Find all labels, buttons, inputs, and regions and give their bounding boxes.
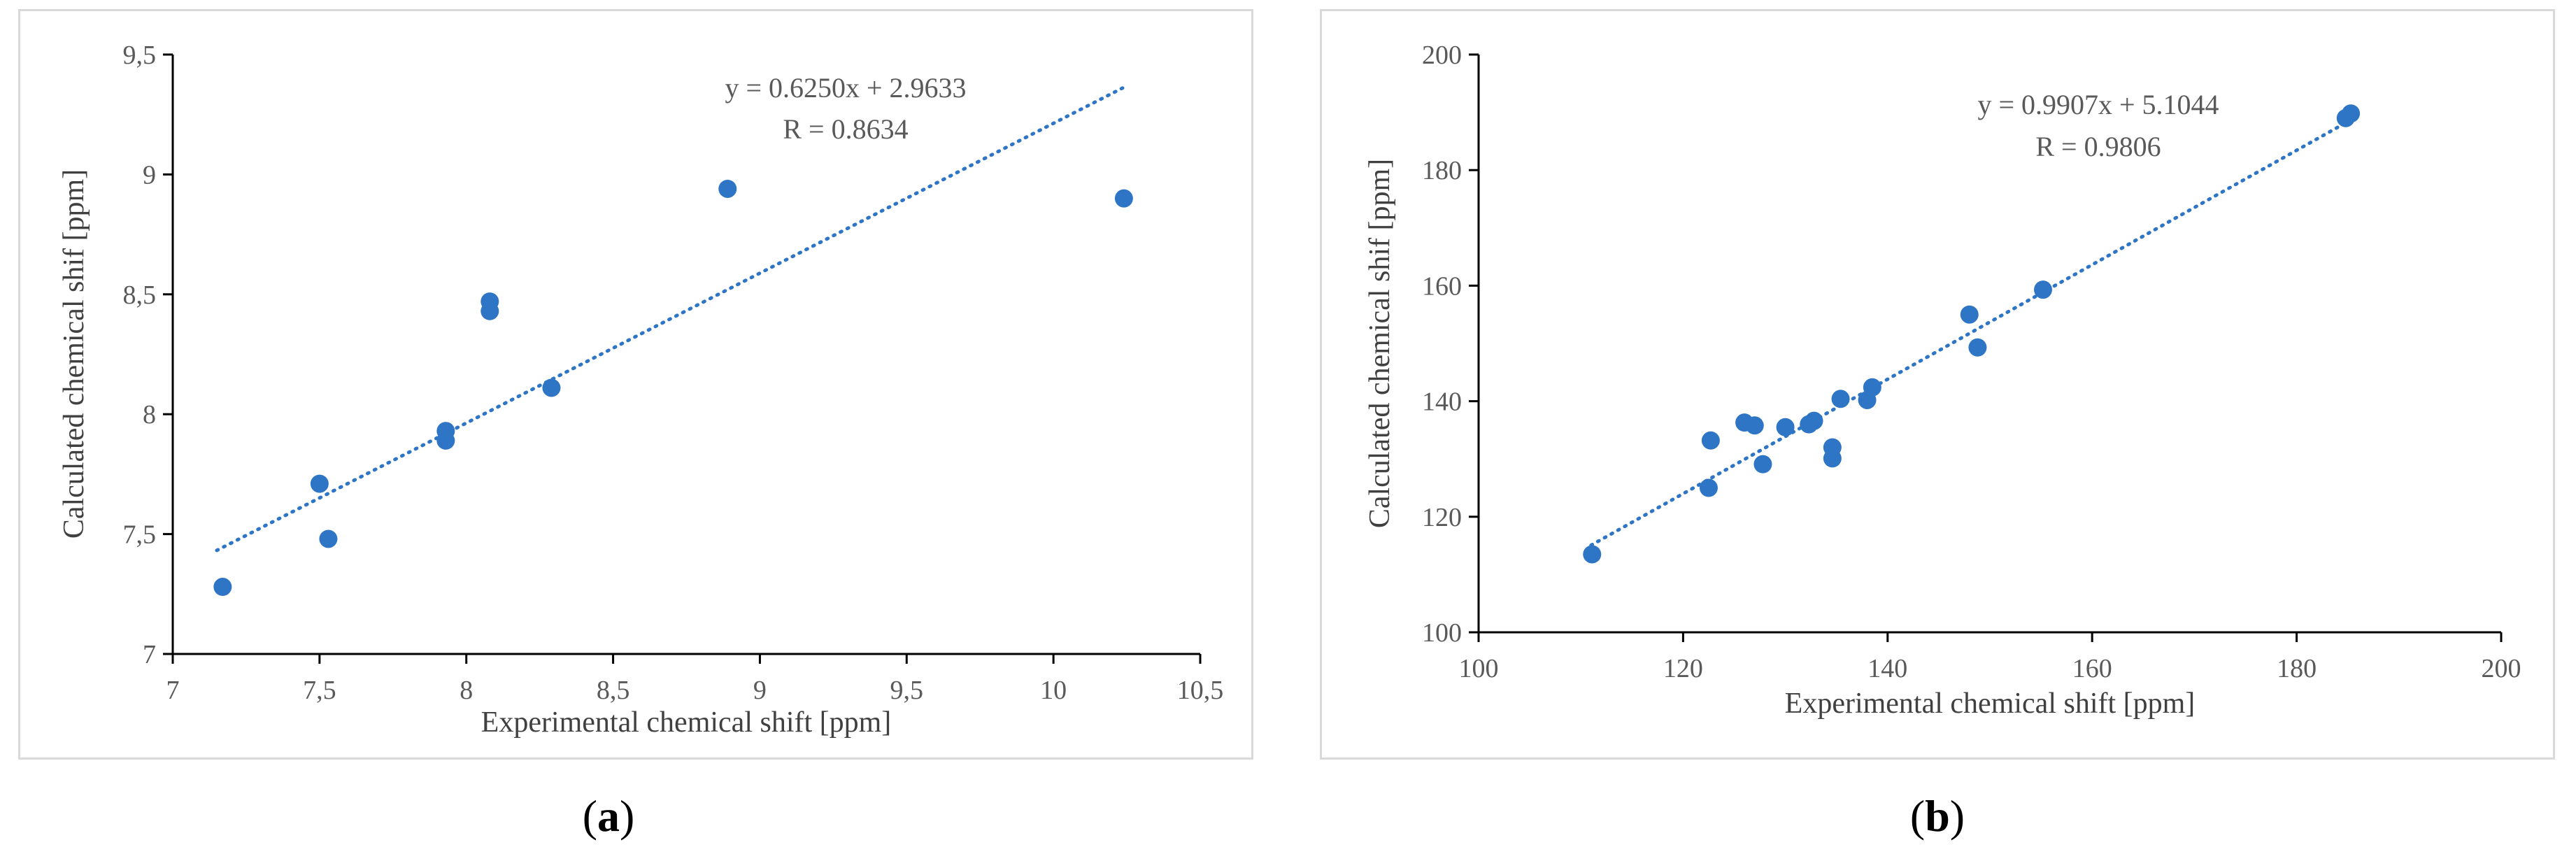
data-point bbox=[1114, 189, 1133, 208]
y-tick-label: 160 bbox=[1422, 271, 1462, 301]
y-tick-label: 100 bbox=[1422, 618, 1462, 648]
data-point bbox=[1863, 378, 1881, 397]
trendline-b bbox=[1589, 117, 2355, 548]
data-point bbox=[1968, 338, 1987, 357]
data-point bbox=[1583, 545, 1602, 564]
y-tick-label: 8 bbox=[143, 400, 156, 429]
x-tick-label: 9,5 bbox=[890, 676, 924, 705]
y-tick-label: 7 bbox=[143, 640, 156, 669]
data-point bbox=[1699, 478, 1718, 497]
x-tick-label: 160 bbox=[2072, 654, 2112, 683]
data-point bbox=[1831, 390, 1850, 408]
data-point bbox=[2342, 104, 2361, 123]
data-point bbox=[310, 474, 329, 493]
y-tick-label: 180 bbox=[1422, 156, 1462, 185]
caption-a: (a) bbox=[582, 791, 635, 841]
x-tick-label: 10,5 bbox=[1177, 676, 1224, 705]
x-tick-label: 10 bbox=[1040, 676, 1067, 705]
x-axis-label-a: Experimental chemical shift [ppm] bbox=[481, 706, 892, 739]
x-tick-label: 180 bbox=[2277, 654, 2317, 683]
data-point bbox=[718, 179, 737, 198]
data-point bbox=[213, 578, 232, 597]
y-tick-label: 120 bbox=[1422, 503, 1462, 532]
y-tick-label: 9 bbox=[143, 160, 156, 190]
data-point bbox=[436, 431, 455, 450]
x-tick-label: 7 bbox=[166, 676, 180, 705]
data-point bbox=[1701, 431, 1720, 450]
x-tick-label: 200 bbox=[2482, 654, 2521, 683]
y-tick-label: 9,5 bbox=[123, 41, 157, 70]
data-point bbox=[1805, 411, 1823, 430]
x-tick-label: 7,5 bbox=[303, 676, 336, 705]
data-point bbox=[1753, 455, 1772, 474]
trend-equation-b: y = 0.9907x + 5.1044 bbox=[1977, 89, 2219, 120]
data-point bbox=[1823, 438, 1842, 457]
x-tick-label: 100 bbox=[1459, 654, 1499, 683]
x-tick-label: 8 bbox=[460, 676, 473, 705]
chart-panel-b: 100 120 140 160 180 200 100 120 140 160 180 200 y = … bbox=[1320, 9, 2555, 760]
x-tick-label: 8,5 bbox=[597, 676, 630, 705]
data-point bbox=[1960, 305, 1979, 324]
data-point bbox=[481, 301, 499, 320]
r-value-a: R = 0.8634 bbox=[783, 113, 908, 145]
data-point bbox=[542, 378, 561, 397]
y-axis-label-a: Calculated chemical shif [ppm] bbox=[58, 169, 90, 539]
x-tick-label: 9 bbox=[753, 676, 767, 705]
data-point bbox=[1745, 416, 1764, 435]
r-value-b: R = 0.9806 bbox=[2035, 131, 2161, 162]
y-tick-label: 8,5 bbox=[123, 280, 157, 310]
data-point bbox=[2034, 280, 2053, 299]
trend-equation-a: y = 0.6250x + 2.9633 bbox=[725, 72, 966, 104]
trendline-a bbox=[215, 84, 1129, 553]
scatter-chart-b: 100 120 140 160 180 200 100 120 140 160 180 200 y = … bbox=[1364, 41, 2521, 720]
y-tick-label: 200 bbox=[1422, 41, 1462, 70]
x-tick-label: 140 bbox=[1867, 654, 1907, 683]
y-axis-label-b: Calculated chemical shif [ppm] bbox=[1364, 159, 1396, 528]
data-point bbox=[1776, 418, 1795, 436]
x-tick-label: 120 bbox=[1663, 654, 1703, 683]
x-axis-label-b: Experimental chemical shift [ppm] bbox=[1785, 688, 2196, 720]
scatter-chart-a: 7 7,5 8 8,5 9 9,5 7 7,5 8 8,5 9 9,5 10 10,5 y = 0.6250… bbox=[58, 41, 1224, 739]
y-tick-label: 140 bbox=[1422, 387, 1462, 417]
data-point bbox=[319, 529, 338, 548]
y-tick-label: 7,5 bbox=[123, 520, 157, 550]
chart-panel-a: 7 7,5 8 8,5 9 9,5 7 7,5 8 8,5 9 9,5 10 10,5 y = 0.6250… bbox=[18, 9, 1253, 760]
caption-b: (b) bbox=[1909, 791, 1965, 841]
